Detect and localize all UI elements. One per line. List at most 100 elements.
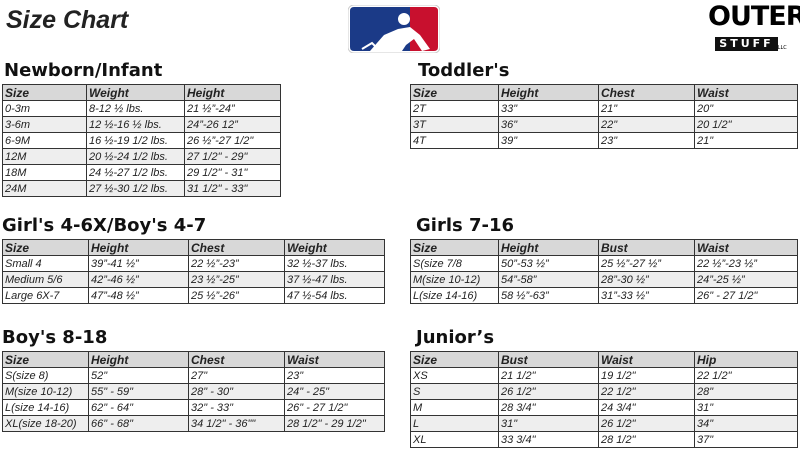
header-row: Size Height Chest Waist xyxy=(2,351,385,368)
table-cell: 33" xyxy=(498,100,599,117)
table-row: 24M 27 ½-30 1/2 lbs. 31 1/2" - 33" xyxy=(2,180,281,197)
column-header: Height xyxy=(498,239,599,256)
table-cell: 3-6m xyxy=(2,116,87,133)
table-cell: 27 ½-30 1/2 lbs. xyxy=(86,180,185,197)
table-cell: 20 ½-24 1/2 lbs. xyxy=(86,148,185,165)
column-header: Size xyxy=(2,351,89,368)
size-section: Junior’s Size Bust Waist Hip XS 21 1/2" 19 1/2"… xyxy=(410,327,798,448)
header-row: Size Height Chest Waist xyxy=(410,84,798,101)
table-row: 6-9M 16 ½-19 1/2 lbs. 26 ½”-27 1/2" xyxy=(2,132,281,149)
table-cell: 37 ½-47 lbs. xyxy=(284,271,385,288)
table-cell: 23" xyxy=(284,367,385,384)
table-cell: 54”-58” xyxy=(498,271,599,288)
column-header: Weight xyxy=(86,84,185,101)
table-cell: Small 4 xyxy=(2,255,89,272)
table-cell: 28" xyxy=(694,383,798,400)
table-cell: 29 1/2" - 31" xyxy=(184,164,281,181)
table-cell: 34" xyxy=(694,415,798,432)
table-cell: 21 ½”-24” xyxy=(184,100,281,117)
column-header: Hip xyxy=(694,351,798,368)
table-cell: 28 1/2" xyxy=(598,431,695,448)
table-cell: 47 ½-54 lbs. xyxy=(284,287,385,304)
header-row: Size Height Bust Waist xyxy=(410,239,798,256)
table-cell: 12M xyxy=(2,148,87,165)
table-cell: XL(size 18-20) xyxy=(2,415,89,432)
table-cell: 21" xyxy=(598,100,695,117)
table-cell: 32" - 33" xyxy=(188,399,285,416)
size-table: Size Height Chest Waist 2T 33" 21" 20" 3T 36" 22" 2… xyxy=(410,84,798,149)
table-cell: 8-12 ½ lbs. xyxy=(86,100,185,117)
table-cell: S(size 7/8 xyxy=(410,255,499,272)
table-cell: 39" xyxy=(498,132,599,149)
table-cell: 36" xyxy=(498,116,599,133)
table-cell: 28" - 30" xyxy=(188,383,285,400)
column-header: Waist xyxy=(598,351,695,368)
size-section: Boy's 8-18 Size Height Chest Waist S(size 8) 5… xyxy=(2,327,385,432)
table-cell: 24" - 25" xyxy=(284,383,385,400)
column-header: Weight xyxy=(284,239,385,256)
table-cell: 12 ½-16 ½ lbs. xyxy=(86,116,185,133)
brand-suffix: LLC xyxy=(777,45,787,51)
table-cell: 47”-48 ½” xyxy=(88,287,189,304)
size-table: Size Height Bust Waist S(size 7/8 50”-53 ½” 25… xyxy=(410,239,798,304)
table-cell: 24M xyxy=(2,180,87,197)
table-cell: 24”-26 12” xyxy=(184,116,281,133)
table-row: M 28 3/4" 24 3/4" 31" xyxy=(410,399,798,416)
table-row: 4T 39" 23" 21" xyxy=(410,132,798,149)
table-cell: 52" xyxy=(88,367,189,384)
column-header: Waist xyxy=(694,239,798,256)
table-row: L 31" 26 1/2" 34" xyxy=(410,415,798,432)
table-cell: 28 3/4" xyxy=(498,399,599,416)
section-title: Toddler's xyxy=(418,60,510,81)
column-header: Size xyxy=(410,239,499,256)
table-cell: 18M xyxy=(2,164,87,181)
table-cell: 31 1/2" - 33" xyxy=(184,180,281,197)
table-cell: 31”-33 ½” xyxy=(598,287,695,304)
table-cell: 27 1/2" - 29" xyxy=(184,148,281,165)
table-row: 0-3m 8-12 ½ lbs. 21 ½”-24” xyxy=(2,100,281,117)
table-row: L(size 14-16) 62" - 64" 32" - 33" 26" - 27 … xyxy=(2,399,385,416)
table-cell: 50”-53 ½” xyxy=(498,255,599,272)
column-header: Bust xyxy=(598,239,695,256)
table-row: XL(size 18-20) 66" - 68" 34 1/2" - 36"" 28 … xyxy=(2,415,385,432)
league-logo xyxy=(348,5,440,53)
table-cell: 24 3/4" xyxy=(598,399,695,416)
column-header: Waist xyxy=(284,351,385,368)
table-cell: 26 ½”-27 1/2" xyxy=(184,132,281,149)
table-cell: 26 1/2" xyxy=(498,383,599,400)
brand-line2: STUFF xyxy=(715,37,778,51)
size-table: Size Height Chest Weight Small 4 39”-41 ½” 22 … xyxy=(2,239,385,304)
table-cell: 4T xyxy=(410,132,499,149)
column-header: Size xyxy=(410,351,499,368)
brand-logo: OUTER STUFF LLC xyxy=(708,1,800,54)
table-row: S(size 8) 52" 27" 23" xyxy=(2,367,385,384)
table-row: Small 4 39”-41 ½” 22 ½”-23” 32 ½-37 lbs. xyxy=(2,255,385,272)
table-cell: 25 ½”-27 ½” xyxy=(598,255,695,272)
header-row: Size Bust Waist Hip xyxy=(410,351,798,368)
table-row: Large 6X-7 47”-48 ½” 25 ½”-26” 47 ½-54 lbs. xyxy=(2,287,385,304)
table-cell: L(size 14-16) xyxy=(2,399,89,416)
table-cell: 22 ½”-23 ½” xyxy=(694,255,798,272)
table-row: L(size 14-16) 58 ½”-63” 31”-33 ½” 26" - 27 … xyxy=(410,287,798,304)
table-cell: M(size 10-12) xyxy=(410,271,499,288)
table-cell: 25 ½”-26” xyxy=(188,287,285,304)
table-row: M(size 10-12) 54”-58” 28”-30 ½” 24”-25 ½” xyxy=(410,271,798,288)
table-cell: 3T xyxy=(410,116,499,133)
table-cell: 24 ½-27 1/2 lbs. xyxy=(86,164,185,181)
table-cell: 21" xyxy=(694,132,798,149)
table-row: 18M 24 ½-27 1/2 lbs. 29 1/2" - 31" xyxy=(2,164,281,181)
brand-line1: OUTER xyxy=(708,1,800,32)
column-header: Size xyxy=(410,84,499,101)
table-cell: 20" xyxy=(694,100,798,117)
size-section: Girls 7-16 Size Height Bust Waist S(size 7/8 5… xyxy=(410,215,798,304)
table-cell: 55" - 59" xyxy=(88,383,189,400)
table-cell: Medium 5/6 xyxy=(2,271,89,288)
table-cell: XS xyxy=(410,367,499,384)
size-table: Size Weight Height 0-3m 8-12 ½ lbs. 21 ½”-24”… xyxy=(2,84,281,197)
table-cell: 22 1/2" xyxy=(694,367,798,384)
table-cell: 37" xyxy=(694,431,798,448)
table-row: 3-6m 12 ½-16 ½ lbs. 24”-26 12” xyxy=(2,116,281,133)
table-cell: 33 3/4" xyxy=(498,431,599,448)
table-cell: 32 ½-37 lbs. xyxy=(284,255,385,272)
